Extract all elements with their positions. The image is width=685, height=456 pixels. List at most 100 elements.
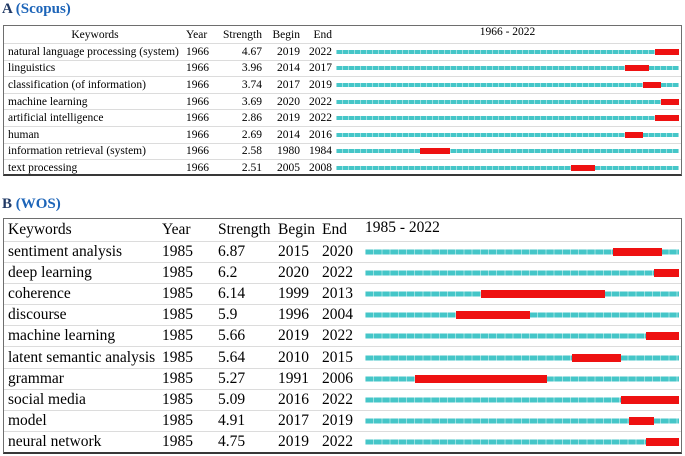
end-value: 2019 [309, 78, 332, 91]
burst-timeline [336, 127, 679, 143]
burst-segment [645, 332, 679, 341]
year-value: 1966 [186, 95, 209, 108]
timeline-track [336, 165, 679, 170]
strength-value: 2.51 [241, 161, 262, 174]
burst-segment [455, 311, 531, 320]
burst-timeline [365, 347, 679, 367]
end-value: 2016 [309, 128, 332, 141]
burst-segment [654, 115, 679, 122]
keyword-label: linguistics [8, 62, 56, 75]
burst-segment [660, 98, 679, 105]
strength-value: 6.87 [218, 242, 246, 260]
timeline-track [336, 66, 679, 71]
table-row: social media 1985 5.09 2016 2022 [4, 388, 681, 410]
table-row: artificial intelligence 1966 2.86 2019 2… [4, 109, 681, 126]
table-row: information retrieval (system) 1966 2.58… [4, 142, 681, 160]
column-header-year: Year [186, 28, 208, 41]
begin-value: 2019 [277, 45, 300, 58]
panel-a-title: A (Scopus) [2, 1, 71, 18]
end-value: 2022 [322, 263, 353, 281]
year-value: 1985 [162, 242, 193, 260]
timeline-track [365, 439, 679, 445]
end-value: 2019 [322, 412, 353, 430]
timeline-range-label: 1985 - 2022 [365, 219, 440, 236]
keyword-label: social media [8, 390, 86, 408]
burst-timeline [365, 242, 679, 262]
burst-segment [654, 268, 679, 277]
end-value: 2020 [322, 242, 353, 260]
keyword-label: human [8, 128, 40, 141]
burst-timeline [336, 160, 679, 174]
timeline-track [336, 132, 679, 137]
column-header-begin: Begin [278, 220, 316, 238]
year-value: 1966 [186, 128, 209, 141]
column-header-end: End [313, 28, 332, 41]
table-row: neural network 1985 4.75 2019 2022 [4, 431, 681, 452]
year-value: 1966 [186, 78, 209, 91]
burst-timeline [336, 110, 679, 126]
wos-burst-table: Keywords Year Strength Begin End 1985 - … [3, 218, 682, 454]
table-row: machine learning 1985 5.66 2019 2022 [4, 325, 681, 346]
column-header-strength: Strength [223, 28, 262, 41]
column-header-begin: Begin [272, 28, 300, 41]
panel-b-source-label: (WOS) [15, 196, 61, 212]
burst-timeline [365, 432, 679, 452]
year-value: 1985 [162, 412, 193, 430]
panel-a-source-label: (Scopus) [15, 1, 71, 17]
table-row: grammar 1985 5.27 1991 2006 [4, 367, 681, 389]
begin-value: 2017 [277, 78, 300, 91]
burst-segment [420, 148, 451, 155]
table-row: discourse 1985 5.9 1996 2004 [4, 304, 681, 325]
burst-timeline [365, 326, 679, 346]
burst-segment [414, 374, 547, 383]
keyword-label: coherence [8, 284, 71, 302]
begin-value: 2020 [278, 263, 309, 281]
year-value: 1985 [162, 433, 193, 451]
burst-timeline [336, 77, 679, 93]
table-row: model 1985 4.91 2017 2019 [4, 410, 681, 431]
end-value: 2013 [322, 284, 353, 302]
begin-value: 2016 [278, 390, 309, 408]
burst-timeline [365, 390, 679, 410]
burst-timeline [336, 94, 679, 110]
begin-value: 2017 [278, 412, 309, 430]
year-value: 1966 [186, 161, 209, 174]
end-value: 2015 [322, 348, 353, 366]
keyword-label: neural network [8, 433, 102, 451]
burst-timeline [336, 44, 679, 60]
end-value: 2004 [322, 306, 353, 324]
column-header-year: Year [162, 220, 191, 238]
end-value: 2022 [309, 45, 332, 58]
keyword-label: deep learning [8, 263, 92, 281]
strength-value: 6.14 [218, 284, 246, 302]
panel-b-title: B (WOS) [2, 196, 61, 213]
year-value: 1966 [186, 62, 209, 75]
year-value: 1966 [186, 45, 209, 58]
begin-value: 2014 [277, 128, 300, 141]
year-value: 1966 [186, 145, 209, 158]
timeline-track [365, 397, 679, 403]
burst-segment [480, 289, 605, 298]
year-value: 1985 [162, 327, 193, 345]
table-row: classification (of information) 1966 3.7… [4, 76, 681, 93]
burst-segment [624, 131, 643, 138]
table-row: machine learning 1966 3.69 2020 2022 [4, 92, 681, 110]
keyword-label: classification (of information) [8, 78, 146, 91]
keyword-label: grammar [8, 369, 64, 387]
begin-value: 1991 [278, 369, 309, 387]
strength-value: 5.09 [218, 390, 246, 408]
year-value: 1966 [186, 112, 209, 125]
burst-segment [570, 164, 595, 171]
year-value: 1985 [162, 348, 193, 366]
strength-value: 4.91 [218, 412, 246, 430]
keyword-label: text processing [8, 161, 78, 174]
end-value: 2017 [309, 62, 332, 75]
table-row: human 1966 2.69 2014 2016 [4, 125, 681, 143]
timeline-track [336, 149, 679, 154]
timeline-track [336, 49, 679, 54]
burst-segment [621, 395, 679, 404]
end-value: 2008 [309, 161, 332, 174]
table-row: natural language processing (system) 196… [4, 43, 681, 60]
keyword-label: artificial intelligence [8, 112, 104, 125]
